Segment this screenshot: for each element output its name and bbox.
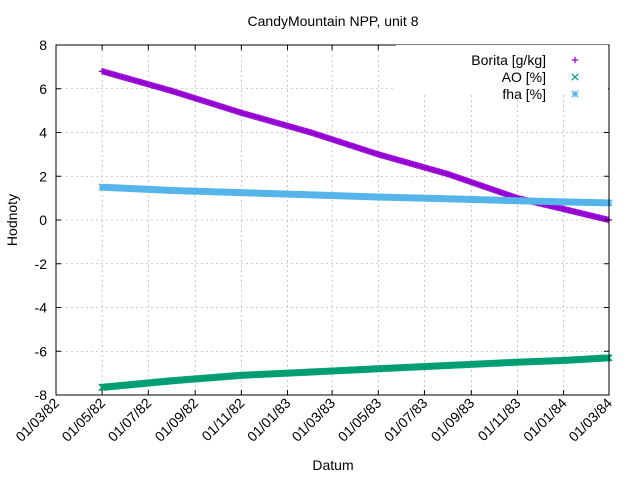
x-tick-label: 01/03/83: [288, 395, 338, 445]
legend-marker: [571, 90, 579, 98]
x-tick-label: 01/03/84: [565, 395, 615, 445]
series-0-point: [168, 87, 175, 95]
x-tick-label: 01/11/83: [474, 395, 523, 444]
x-tick-label: 01/07/82: [105, 395, 155, 445]
y-tick-label: -6: [35, 343, 48, 359]
x-tick-label: 01/01/84: [520, 395, 570, 445]
series-1-point: [374, 365, 382, 373]
series-0: [98, 68, 613, 224]
y-tick-label: 0: [39, 212, 47, 228]
legend-marker: [571, 56, 579, 64]
x-tick-label: 01/05/82: [58, 395, 108, 445]
y-tick-label: 8: [39, 37, 47, 53]
x-tick-label: 01/07/83: [381, 395, 431, 445]
legend-label: Borita [g/kg]: [471, 52, 546, 68]
x-tick-label: 01/01/83: [244, 395, 294, 445]
series-0-point: [560, 205, 567, 213]
series-1-point: [98, 383, 106, 391]
legend-background: [396, 45, 608, 95]
y-tick-label: -2: [35, 256, 48, 272]
series-0-point: [444, 170, 452, 178]
y-tick-label: -8: [35, 387, 48, 403]
series-2-point: [444, 195, 452, 203]
series-2-point: [168, 186, 176, 195]
series-0-point: [98, 68, 106, 75]
legend-label: fha [%]: [502, 86, 546, 102]
series-0-point: [375, 151, 382, 158]
series-0-point: [307, 129, 315, 136]
chart-title: CandyMountain NPP, unit 8: [248, 13, 419, 29]
legend: Borita [g/kg]AO [%]fha [%]: [396, 45, 608, 102]
x-tick-label: 01/05/83: [335, 395, 385, 445]
series-1-point: [237, 371, 245, 379]
series-1-point: [168, 377, 176, 385]
y-tick-label: 4: [39, 125, 47, 141]
series-2-point: [513, 197, 522, 205]
x-tick-label: 01/09/83: [428, 395, 478, 445]
y-tick-label: -4: [35, 300, 48, 316]
series-1-fill-mark: [604, 354, 612, 362]
y-tick-label: 6: [39, 81, 47, 97]
series-1-point: [513, 358, 522, 366]
series-1-point: [559, 356, 568, 365]
series-2-point: [237, 189, 245, 197]
series-2-point: [307, 191, 315, 199]
x-axis-label: Datum: [312, 457, 353, 473]
series-2-point: [98, 183, 106, 191]
series-1-point: [307, 368, 315, 376]
x-tick-label: 01/09/82: [151, 395, 201, 445]
legend-label: AO [%]: [502, 69, 546, 85]
series-2-point: [374, 193, 382, 201]
series-2: [98, 183, 613, 207]
series-1: [98, 354, 613, 391]
y-tick-label: 2: [39, 168, 47, 184]
series-2-point: [559, 198, 568, 206]
series-0-point: [238, 109, 245, 117]
x-tick-label: 01/11/82: [198, 395, 247, 444]
series-1-point: [444, 361, 452, 370]
y-axis-label: Hodnoty: [4, 194, 20, 246]
legend-marker: [571, 73, 579, 81]
plot-area: [98, 68, 613, 391]
